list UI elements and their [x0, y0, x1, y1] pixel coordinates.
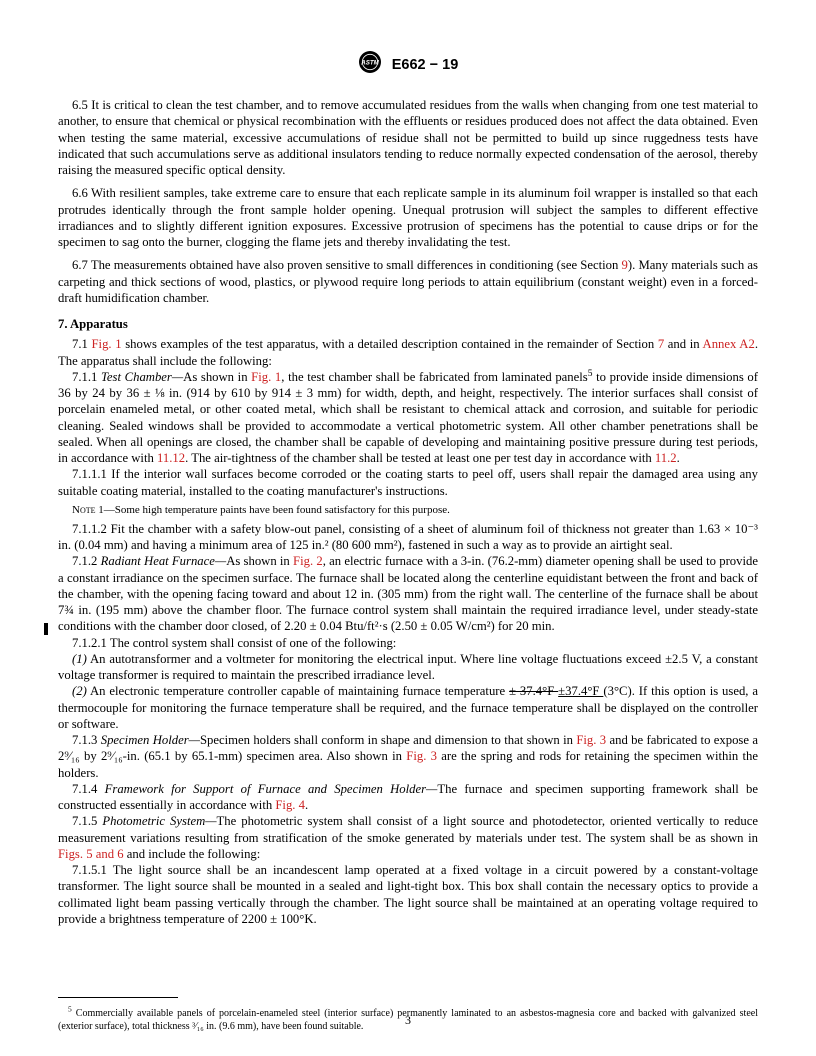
doc-id: E662 − 19	[392, 57, 459, 73]
text: and include the following:	[124, 847, 261, 861]
para-7-1-5-1: 7.1.5.1 The light source shall be an inc…	[58, 862, 758, 927]
para-7-1-1-1: 7.1.1.1 If the interior wall surfaces be…	[58, 466, 758, 499]
body-content: 6.5 It is critical to clean the test cha…	[58, 97, 758, 1033]
text: An electronic temperature controller cap…	[87, 684, 509, 698]
text: 7.1.3	[72, 733, 101, 747]
text: 6.7 The measurements obtained have also …	[72, 258, 622, 272]
list-marker-2: (2)	[72, 684, 87, 698]
para-7-1: 7.1 Fig. 1 shows examples of the test ap…	[58, 336, 758, 369]
text: and in	[664, 337, 702, 351]
list-marker-1: (1)	[72, 652, 87, 666]
para-7-1-4: 7.1.4 Framework for Support of Furnace a…	[58, 781, 758, 814]
subhead-radiant-heat-furnace: Radiant Heat Furnace—	[101, 554, 227, 568]
link-fig-3a[interactable]: Fig. 3	[576, 733, 606, 747]
para-7-1-2-1-opt2: (2) An electronic temperature controller…	[58, 683, 758, 732]
subhead-test-chamber: Test Chamber—	[101, 370, 183, 384]
para-6-5: 6.5 It is critical to clean the test cha…	[58, 97, 758, 178]
inserted-text: ±37.4°F	[558, 684, 603, 698]
text: 7.1.1	[72, 370, 101, 384]
text: 7.1.2	[72, 554, 101, 568]
text: 7.1.4	[72, 782, 105, 796]
subhead-photometric-system: Photometric System—	[102, 814, 216, 828]
para-6-6: 6.6 With resilient samples, take extreme…	[58, 185, 758, 250]
para-7-1-1-2: 7.1.1.2 Fit the chamber with a safety bl…	[58, 521, 758, 554]
link-fig-4[interactable]: Fig. 4	[275, 798, 305, 812]
subhead-specimen-holder: Specimen Holder—	[101, 733, 200, 747]
footnote-rule	[58, 997, 178, 998]
text: .	[305, 798, 308, 812]
para-7-1-2-1: 7.1.2.1 The control system shall consist…	[58, 635, 758, 651]
para-7-1-2: 7.1.2 Radiant Heat Furnace—As shown in F…	[58, 553, 758, 634]
text: . The air-tightness of the chamber shall…	[185, 451, 655, 465]
link-11-12[interactable]: 11.12	[157, 451, 185, 465]
para-7-1-2-1-opt1: (1) An autotransformer and a voltmeter f…	[58, 651, 758, 684]
page-number: 3	[0, 1013, 816, 1028]
note-body: Some high temperature paints have been f…	[115, 504, 450, 516]
text: 7.1	[72, 337, 92, 351]
change-bar-icon	[44, 623, 48, 635]
subhead-framework: Framework for Support of Furnace and Spe…	[105, 782, 438, 796]
page: ASTM E662 − 19 6.5 It is critical to cle…	[0, 0, 816, 1056]
link-figs-5-6[interactable]: Figs. 5 and 6	[58, 847, 124, 861]
link-fig-1[interactable]: Fig. 1	[92, 337, 122, 351]
link-fig-1b[interactable]: Fig. 1	[251, 370, 281, 384]
text: Specimen holders shall conform in shape …	[200, 733, 576, 747]
para-6-7: 6.7 The measurements obtained have also …	[58, 257, 758, 306]
section-7-title: 7. Apparatus	[58, 316, 758, 332]
text: As shown in	[226, 554, 293, 568]
note-label: Note 1—	[72, 504, 115, 516]
para-7-1-3: 7.1.3 Specimen Holder—Specimen holders s…	[58, 732, 758, 781]
link-11-2[interactable]: 11.2	[655, 451, 677, 465]
note-1: Note 1—Some high temperature paints have…	[58, 503, 758, 517]
deleted-text: ± 37.4°F	[509, 684, 558, 698]
text: 7.1.5	[72, 814, 102, 828]
link-fig-2[interactable]: Fig. 2	[293, 554, 323, 568]
para-7-1-1: 7.1.1 Test Chamber—As shown in Fig. 1, t…	[58, 369, 758, 467]
para-7-1-5: 7.1.5 Photometric System—The photometric…	[58, 813, 758, 862]
text: As shown in	[183, 370, 251, 384]
text: An autotransformer and a voltmeter for m…	[58, 652, 758, 682]
astm-logo: ASTM	[358, 50, 382, 79]
link-fig-3b[interactable]: Fig. 3	[406, 749, 437, 763]
text: .	[677, 451, 680, 465]
svg-text:ASTM: ASTM	[360, 60, 379, 67]
page-header: ASTM E662 − 19	[58, 50, 758, 79]
text: shows examples of the test apparatus, wi…	[122, 337, 658, 351]
link-annex-a2[interactable]: Annex A2	[703, 337, 755, 351]
text: , the test chamber shall be fabricated f…	[281, 370, 587, 384]
